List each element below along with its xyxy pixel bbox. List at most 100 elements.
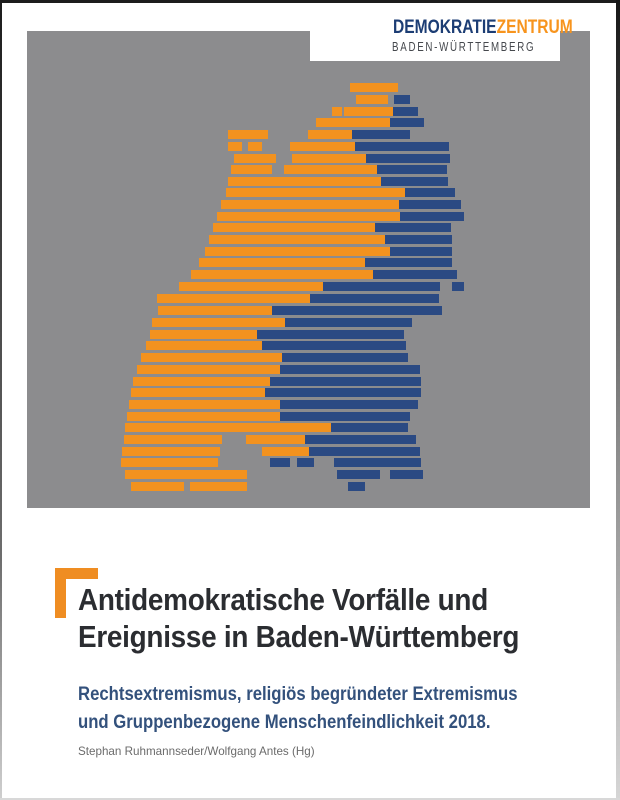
map-stripe-segment (234, 154, 276, 163)
map-stripe-segment (125, 470, 247, 479)
map-stripe-segment (385, 235, 452, 244)
map-stripe-segment (209, 235, 385, 244)
map-stripe-segment (348, 482, 365, 491)
map-stripe-segment (297, 458, 314, 467)
map-stripe-segment (121, 458, 218, 467)
map-stripe-segment (309, 447, 420, 456)
page-border-right (616, 0, 620, 800)
page-title-line2: Ereignisse in Baden-Württemberg (78, 619, 520, 654)
map-stripe-segment (390, 247, 452, 256)
map-stripe-segment (356, 95, 388, 104)
map-stripe-segment (272, 306, 442, 315)
map-stripe-segment (199, 258, 365, 267)
map-stripe-segment (262, 341, 406, 350)
page-border-left (0, 0, 2, 800)
map-stripe-segment (248, 142, 262, 151)
page-title-line1: Antidemokratische Vorfälle und (78, 582, 488, 617)
map-stripe-segment (129, 400, 280, 409)
logo-wordmark: DEMOKRATIEZENTRUM (393, 17, 573, 39)
map-stripe-segment (366, 154, 450, 163)
map-stripe-segment (305, 435, 416, 444)
map-stripe-segment (332, 107, 342, 116)
map-stripe-segment (270, 377, 421, 386)
map-stripe-segment (213, 223, 375, 232)
map-stripe-segment (228, 142, 242, 151)
title-accent-bracket-horizontal (55, 568, 98, 579)
page-border-top (0, 0, 620, 3)
map-stripe-segment (131, 388, 265, 397)
logo-wordmark-zentrum: ZENTRUM (496, 17, 573, 38)
map-stripe-segment (337, 470, 380, 479)
map-stripe-segment (381, 177, 448, 186)
map-stripe-segment (122, 447, 220, 456)
map-stripe-segment (373, 270, 457, 279)
map-stripe-segment (228, 130, 268, 139)
page-subtitle-line2: und Gruppenbezogene Menschenfeindlichkei… (78, 712, 491, 733)
map-stripe-segment (350, 83, 398, 92)
map-stripe-segment (190, 482, 247, 491)
map-stripe-segment (355, 142, 449, 151)
map-stripe-segment (257, 330, 404, 339)
map-stripe-segment (179, 282, 323, 291)
map-stripe-segment (125, 423, 331, 432)
map-stripe-segment (377, 165, 447, 174)
map-stripe-segment (284, 165, 377, 174)
map-stripe-segment (323, 282, 440, 291)
map-stripe-segment (150, 330, 257, 339)
page-border-bottom (0, 798, 620, 800)
map-stripe-segment (290, 142, 355, 151)
map-stripe-segment (280, 412, 410, 421)
map-stripe-segment (375, 223, 451, 232)
map-stripe-segment (157, 294, 310, 303)
map-stripe-segment (292, 154, 366, 163)
baden-wuerttemberg-stripe-map (27, 31, 590, 508)
map-stripe-segment (228, 177, 381, 186)
map-stripe-segment (308, 130, 352, 139)
map-stripe-segment (390, 470, 423, 479)
logo-region-label: BADEN-WÜRTTEMBERG (392, 40, 536, 54)
page-subtitle: Rechtsextremismus, religiös begründeter … (78, 681, 577, 737)
map-stripe-segment (137, 365, 280, 374)
demokratiezentrum-logo: DEMOKRATIEZENTRUM BADEN-WÜRTTEMBERG (310, 0, 573, 61)
map-stripe-segment (127, 412, 280, 421)
map-stripe-segment (221, 200, 399, 209)
map-stripe-segment (394, 95, 410, 104)
map-stripe-segment (285, 318, 412, 327)
title-accent-bracket-vertical (55, 568, 66, 618)
map-stripe-segment (452, 282, 464, 291)
map-stripe-segment (217, 212, 400, 221)
map-stripe-segment (226, 188, 405, 197)
map-stripe-segment (158, 306, 272, 315)
map-stripe-segment (400, 212, 464, 221)
map-stripe-segment (399, 200, 461, 209)
map-stripe-segment (365, 258, 452, 267)
map-stripe-segment (334, 458, 421, 467)
map-stripe-segment (141, 353, 282, 362)
map-stripe-segment (405, 188, 455, 197)
map-stripe-segment (331, 423, 408, 432)
map-stripe-segment (352, 130, 410, 139)
map-stripe-segment (205, 247, 390, 256)
map-stripe-segment (246, 435, 305, 444)
map-stripe-segment (310, 294, 439, 303)
map-stripe-segment (191, 270, 373, 279)
map-stripe-segment (282, 353, 408, 362)
page-subtitle-line1: Rechtsextremismus, religiös begründeter … (78, 684, 518, 705)
map-stripe-segment (270, 458, 290, 467)
map-stripe-segment (262, 447, 309, 456)
map-stripe-segment (393, 107, 418, 116)
logo-wordmark-demokratie: DEMOKRATIE (393, 17, 497, 38)
map-stripe-segment (316, 118, 390, 127)
map-stripe-segment (231, 165, 272, 174)
map-stripe-segment (131, 482, 184, 491)
page-title: Antidemokratische Vorfälle und Ereigniss… (78, 581, 568, 655)
map-stripe-segment (390, 118, 424, 127)
map-stripe-segment (265, 388, 421, 397)
map-stripe-segment (152, 318, 285, 327)
map-stripe-segment (280, 365, 420, 374)
map-stripe-segment (146, 341, 262, 350)
author-line: Stephan Ruhmannseder/Wolfgang Antes (Hg) (78, 744, 315, 758)
map-stripe-segment (280, 400, 418, 409)
map-stripe-segment (124, 435, 222, 444)
